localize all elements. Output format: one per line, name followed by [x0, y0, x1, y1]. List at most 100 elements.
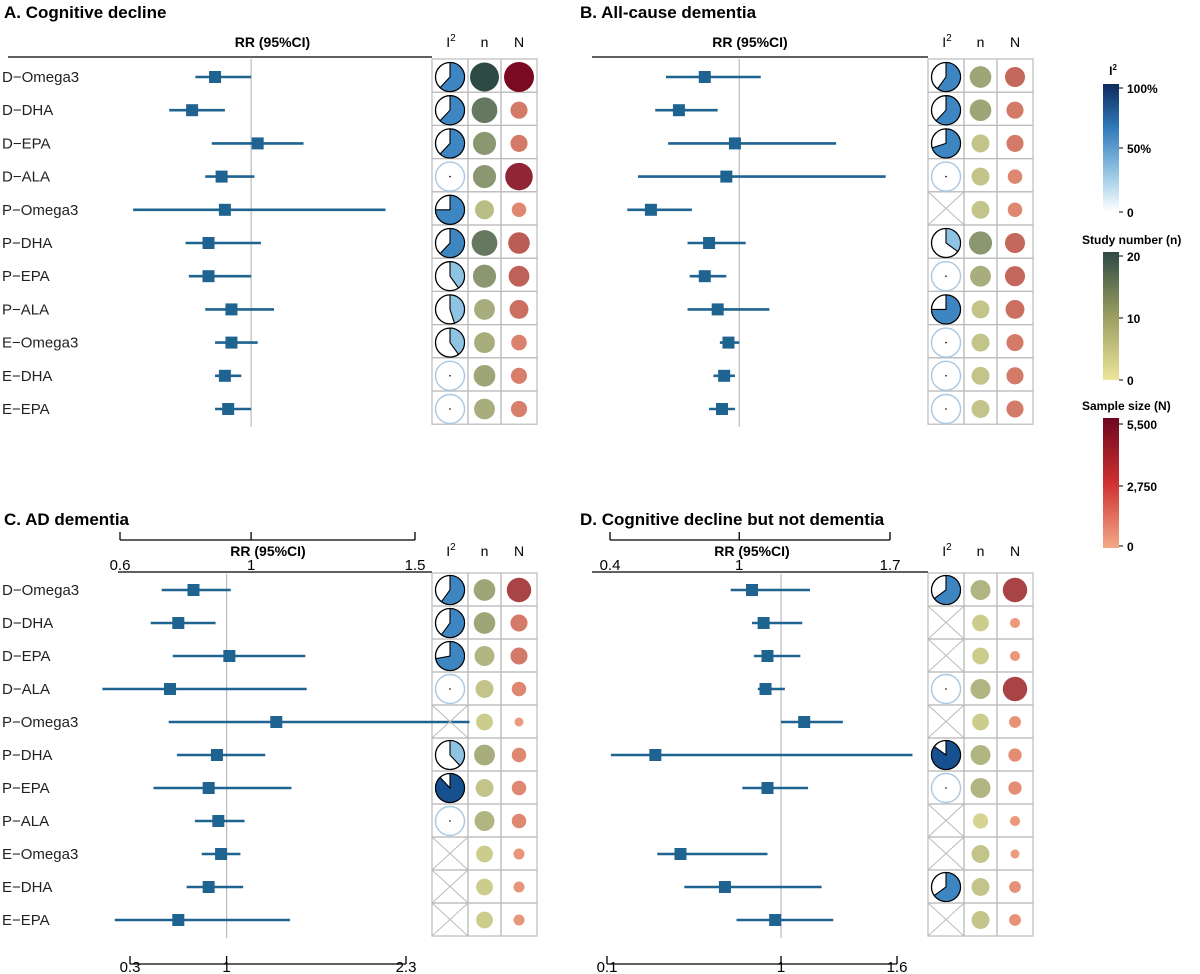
- rr-marker: [718, 369, 731, 382]
- rr-marker: [769, 914, 782, 926]
- row-label: D−Omega3: [2, 582, 79, 599]
- row-label: E−DHA: [2, 368, 52, 385]
- row-label: E−EPA: [2, 401, 50, 418]
- i2-pie-slice: [933, 871, 962, 903]
- i2-pie-slice: [931, 128, 961, 159]
- rr-marker: [202, 881, 215, 893]
- rr-marker: [649, 749, 662, 761]
- N-bubble: [506, 577, 532, 603]
- row-label: P−Omega3: [2, 714, 78, 731]
- rr-marker: [746, 584, 758, 596]
- row-label: D−EPA: [2, 648, 51, 665]
- N-bubble: [511, 813, 527, 829]
- rr-marker: [703, 237, 716, 249]
- empty-cell-cross: [927, 191, 965, 226]
- n-bubble: [972, 647, 989, 665]
- axis-title: RR (95%CI): [714, 543, 789, 559]
- n-bubble: [971, 878, 990, 896]
- N-bubble: [511, 681, 527, 697]
- i2-pie-center: [449, 375, 451, 377]
- x-tick-label: 1.6: [887, 959, 908, 974]
- n-bubble: [476, 845, 493, 863]
- i2-pie-slice: [439, 128, 466, 159]
- N-bubble: [1008, 781, 1022, 795]
- row-label: E−Omega3: [2, 335, 78, 352]
- N-bubble: [1005, 299, 1025, 319]
- N-bubble: [1009, 881, 1021, 893]
- rr-marker: [172, 914, 185, 926]
- n-bubble: [474, 298, 495, 320]
- N-bubble: [511, 747, 527, 763]
- i2-pie-slice: [936, 61, 961, 93]
- panel-a: A. Cognitive decline RR (95%CI) I2 n N D−Omeg…: [2, 3, 538, 574]
- rr-marker: [720, 170, 733, 183]
- N-bubble: [1006, 400, 1024, 418]
- N-bubble: [1009, 617, 1021, 629]
- rr-marker: [759, 683, 772, 695]
- rr-marker: [225, 336, 238, 349]
- rr-marker: [202, 270, 215, 283]
- row-label: P−EPA: [2, 780, 50, 797]
- N-bubble: [1007, 169, 1023, 184]
- N-bubble: [508, 265, 530, 287]
- row-label: P−DHA: [2, 747, 52, 764]
- rr-marker: [223, 650, 236, 662]
- axis-title: RR (95%CI): [712, 34, 787, 50]
- N-bubble: [1009, 815, 1021, 827]
- rr-marker: [761, 782, 774, 794]
- legend-i2-title: I2: [1109, 63, 1117, 78]
- col-header-n: n: [481, 34, 489, 50]
- i2-pie-slice: [449, 261, 465, 289]
- N-bubble: [1008, 748, 1022, 762]
- i2-pie-center: [945, 408, 947, 410]
- N-bubble: [508, 232, 530, 254]
- n-bubble: [972, 614, 989, 632]
- panel-d: D. Cognitive decline but not dementia RR …: [580, 510, 1034, 974]
- rr-marker: [757, 617, 770, 629]
- rr-marker: [722, 336, 735, 349]
- n-bubble: [971, 200, 990, 219]
- x-tick-label: 1: [735, 557, 743, 574]
- rr-marker: [186, 104, 199, 117]
- i2-pie-center: [945, 275, 947, 278]
- empty-cell-cross: [927, 605, 965, 640]
- panel-title: A. Cognitive decline: [4, 3, 166, 22]
- legend-n-tick-label: 10: [1127, 312, 1141, 326]
- panel-title: D. Cognitive decline but not dementia: [580, 510, 885, 529]
- rr-marker: [215, 848, 228, 860]
- n-bubble: [971, 167, 990, 186]
- legend-i2-tick-label: 0: [1127, 206, 1134, 220]
- n-bubble: [970, 745, 991, 765]
- n-bubble: [968, 231, 993, 255]
- rr-marker: [187, 584, 200, 596]
- rr-marker: [761, 650, 774, 662]
- col-header-i2: I2: [942, 542, 952, 559]
- i2-pie-slice: [930, 294, 962, 325]
- N-bubble: [504, 62, 534, 92]
- rr-marker: [218, 203, 231, 216]
- n-bubble: [473, 364, 496, 387]
- i2-pie-slice: [440, 607, 465, 639]
- row-label: P−ALA: [2, 301, 49, 318]
- row-label: D−DHA: [2, 615, 53, 632]
- legend-i2-bar: [1103, 84, 1119, 212]
- n-bubble: [474, 398, 495, 420]
- N-bubble: [510, 101, 528, 119]
- x-tick-label: 1.7: [880, 557, 901, 574]
- rr-marker: [164, 683, 177, 695]
- i2-pie-slice: [434, 772, 466, 804]
- n-bubble: [972, 713, 989, 731]
- i2-pie-center: [449, 175, 451, 178]
- n-bubble: [473, 579, 496, 601]
- i2-pie-slice: [930, 739, 962, 771]
- n-bubble: [970, 580, 991, 600]
- n-bubble: [475, 680, 494, 698]
- axis-title: RR (95%CI): [230, 543, 305, 559]
- x-tick-label: 2.3: [396, 959, 417, 974]
- N-bubble: [509, 299, 529, 319]
- N-bubble: [511, 780, 527, 796]
- N-bubble: [1010, 849, 1020, 859]
- rr-marker: [644, 203, 657, 216]
- rr-marker: [215, 170, 228, 183]
